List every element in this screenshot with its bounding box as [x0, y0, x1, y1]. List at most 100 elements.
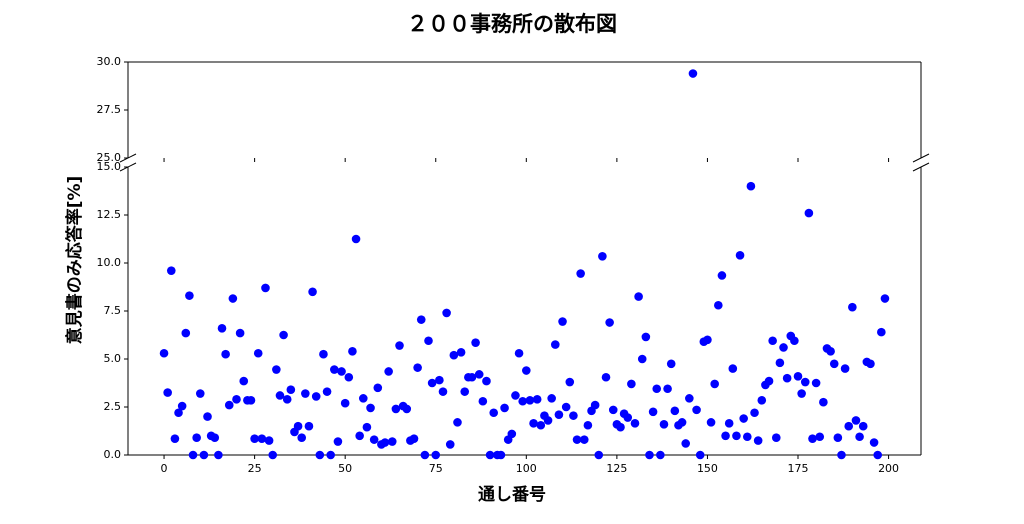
point	[351, 234, 361, 244]
point	[532, 395, 542, 404]
point	[369, 435, 379, 444]
point	[170, 434, 180, 443]
point	[224, 400, 234, 410]
point	[739, 414, 748, 423]
point	[195, 389, 205, 398]
point	[416, 315, 426, 324]
point	[880, 294, 890, 303]
point	[840, 364, 850, 373]
point	[427, 378, 437, 388]
point	[474, 370, 484, 379]
point	[333, 437, 343, 446]
y-axis-label: 意見書のみ応答率[%]	[64, 176, 85, 345]
point	[286, 385, 296, 395]
point	[724, 419, 734, 428]
point	[210, 433, 220, 443]
point	[188, 450, 198, 460]
point	[688, 69, 698, 78]
point	[275, 391, 285, 400]
point	[471, 338, 480, 347]
point	[742, 432, 752, 442]
point	[478, 396, 488, 406]
point	[217, 323, 227, 333]
point	[637, 354, 647, 364]
point	[703, 335, 712, 345]
point	[627, 379, 636, 389]
point	[550, 340, 560, 349]
y-tick-label: 25.0	[97, 151, 122, 164]
point	[264, 436, 274, 445]
x-tick-label: 0	[161, 462, 168, 475]
point	[692, 405, 701, 415]
axis-break	[912, 153, 930, 163]
point	[268, 450, 278, 460]
point	[800, 377, 810, 387]
x-tick-label: 125	[606, 462, 627, 475]
point	[449, 350, 459, 360]
point	[735, 251, 745, 260]
point	[177, 401, 187, 411]
point	[561, 402, 571, 412]
point	[402, 404, 412, 414]
x-tick-label: 25	[248, 462, 262, 475]
point	[670, 406, 680, 416]
point	[616, 422, 625, 432]
point	[192, 433, 201, 443]
point	[293, 421, 303, 431]
point	[159, 348, 169, 358]
point	[779, 343, 788, 352]
point	[728, 364, 738, 373]
point	[869, 438, 879, 447]
point	[235, 328, 245, 338]
point	[228, 294, 238, 303]
point	[221, 349, 230, 359]
y-tick-label: 7.5	[104, 304, 122, 317]
point	[598, 251, 607, 261]
point	[355, 431, 364, 441]
point	[648, 407, 658, 417]
point	[413, 363, 422, 372]
point	[387, 437, 397, 446]
point	[438, 387, 448, 396]
point	[453, 418, 462, 427]
y-tick-label: 12.5	[97, 208, 122, 221]
y-tick-label: 0.0	[104, 448, 122, 461]
point	[239, 376, 249, 386]
point	[174, 408, 183, 418]
point	[685, 394, 694, 403]
x-tick-label: 200	[878, 462, 899, 475]
point	[837, 450, 846, 460]
point	[706, 418, 716, 427]
point	[366, 403, 375, 413]
point	[214, 450, 223, 460]
point	[340, 398, 350, 408]
point	[337, 367, 346, 376]
point	[877, 327, 886, 337]
point	[782, 373, 792, 383]
point	[793, 371, 803, 381]
point	[391, 404, 401, 414]
point	[666, 359, 676, 369]
point	[460, 387, 470, 396]
point	[558, 317, 567, 326]
point	[764, 376, 774, 386]
point	[851, 416, 861, 425]
point	[511, 391, 520, 400]
x-tick-label: 75	[429, 462, 443, 475]
point	[344, 372, 354, 382]
chart-title: ２００事務所の散布図	[407, 12, 617, 36]
point	[163, 388, 172, 397]
axis-break	[912, 162, 930, 172]
y-tick-label: 2.5	[104, 400, 122, 413]
point	[572, 435, 582, 444]
point	[380, 438, 390, 447]
point	[608, 405, 618, 415]
point	[590, 400, 600, 410]
y-tick-label: 15.0	[97, 160, 122, 173]
point	[844, 421, 854, 431]
point	[757, 395, 767, 405]
x-tick-label: 150	[697, 462, 718, 475]
point	[750, 408, 759, 418]
point	[467, 372, 477, 382]
